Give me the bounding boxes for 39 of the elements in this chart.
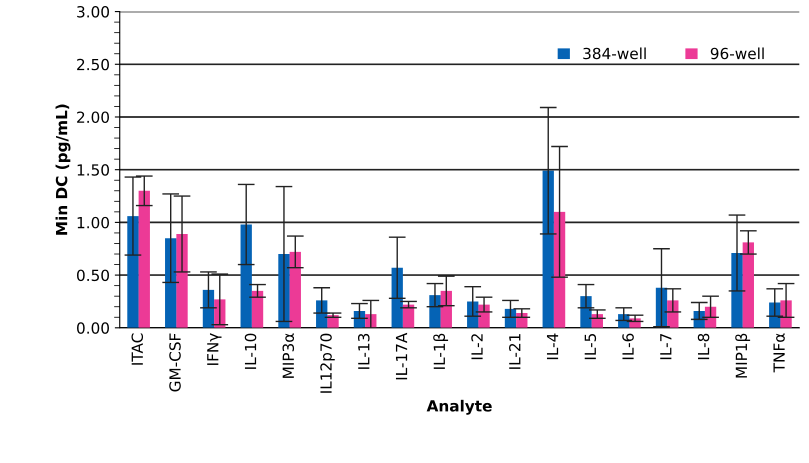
x-tick-label: IL-5: [584, 334, 596, 360]
y-tick-label: 1.50: [78, 164, 109, 176]
bar: [176, 234, 188, 328]
x-tick-label: IL-2: [471, 334, 483, 360]
bar: [290, 252, 301, 328]
x-tick-label: IL-7: [660, 334, 672, 360]
y-tick-label: 2.00: [77, 111, 109, 124]
bar: [138, 190, 150, 328]
y-tick-label: 0.50: [77, 270, 109, 282]
y-axis-title: Min DC (pg/mL): [56, 104, 70, 235]
bar: [127, 216, 139, 328]
x-tick-label: IL-4: [546, 334, 558, 360]
x-tick-label: MIP3α: [282, 333, 294, 378]
y-tick-label: 1.00: [78, 216, 109, 228]
x-tick-label: MIP1β: [735, 334, 750, 378]
x-tick-label: IL-8: [698, 334, 710, 360]
x-tick-label: IL-17A: [396, 332, 408, 380]
x-axis-title: Analyte: [426, 400, 492, 415]
x-tick-label: IL12p70: [320, 334, 335, 393]
x-tick-label: IL-1β: [433, 334, 448, 369]
bar: [731, 252, 743, 328]
legend-label: 96-well: [710, 47, 764, 60]
bar: [165, 238, 176, 328]
x-tick-label: IL-6: [622, 334, 634, 360]
x-tick-label: TNFα: [773, 333, 785, 372]
x-tick-label: IFNγ: [207, 333, 222, 365]
x-tick-label: ITAC: [131, 333, 144, 365]
y-tick-label: 3.00: [77, 6, 109, 18]
bar: [252, 290, 264, 328]
x-tick-label: IL-10: [244, 334, 256, 369]
y-tick-label: 0.00: [77, 322, 109, 334]
x-tick-label: IL-13: [358, 334, 370, 369]
bar: [240, 224, 252, 328]
x-tick-label: IL-21: [509, 334, 520, 369]
x-tick-label: GM-CSF: [169, 334, 181, 392]
bar: [542, 170, 554, 328]
bar: [742, 242, 754, 328]
y-tick-label: 2.50: [77, 58, 109, 70]
legend-label: 384-well: [583, 47, 646, 60]
